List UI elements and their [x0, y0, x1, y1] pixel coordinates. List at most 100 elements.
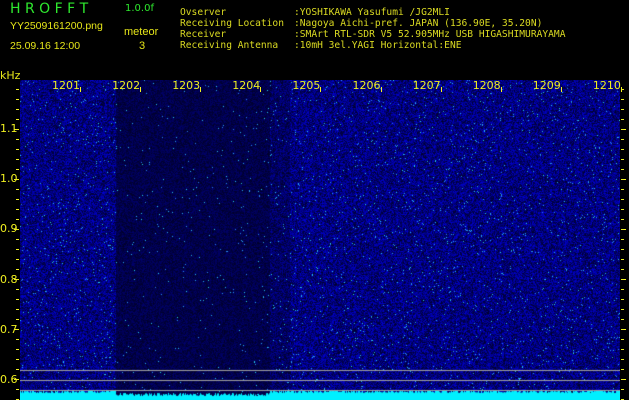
y-tick-label: 0.9: [0, 222, 18, 236]
y-tick: [621, 119, 624, 120]
y-tick: [16, 299, 19, 300]
y-tick: [16, 289, 19, 290]
x-tick-label: 1203: [172, 79, 201, 92]
x-tick-label: 1201: [52, 79, 80, 92]
version: 1.0.0f: [125, 3, 154, 14]
y-tick: [16, 319, 19, 320]
y-tick: [621, 269, 624, 270]
y-tick: [621, 129, 626, 130]
y-tick: [621, 159, 624, 160]
y-tick: [16, 89, 19, 90]
y-tick: [621, 359, 624, 360]
y-tick-label: 0.7: [0, 322, 18, 336]
y-tick: [621, 169, 624, 170]
x-tick-label: 1206: [352, 79, 381, 92]
x-tick: [560, 87, 562, 92]
info-value: :10mH 3el.YAGI Horizontal:ENE: [294, 40, 462, 51]
y-tick: [16, 149, 19, 150]
x-tick-label: 1205: [292, 79, 321, 92]
y-tick: [621, 299, 624, 300]
y-tick: [16, 389, 19, 390]
info-label: Receiving Location: [180, 18, 284, 29]
info-label: Receiver: [180, 29, 227, 40]
y-tick: [621, 349, 624, 350]
y-tick: [621, 149, 624, 150]
y-tick: [16, 309, 19, 310]
y-tick: [14, 279, 19, 280]
y-unit: kHz: [0, 69, 21, 82]
meteor-count: 3: [139, 40, 146, 52]
y-tick: [16, 219, 19, 220]
y-tick: [16, 109, 19, 110]
y-tick: [16, 239, 19, 240]
y-tick: [16, 369, 19, 370]
y-tick: [621, 259, 624, 260]
y-tick: [621, 219, 624, 220]
y-tick: [621, 209, 624, 210]
y-tick: [621, 369, 624, 370]
y-tick: [621, 319, 624, 320]
y-tick: [16, 189, 19, 190]
y-tick: [621, 179, 626, 180]
y-tick-label: 0.6: [0, 373, 18, 386]
y-tick: [16, 349, 19, 350]
y-tick: [16, 119, 19, 120]
info-label: Ovserver: [180, 7, 227, 18]
y-tick: [16, 169, 19, 170]
x-tick: [260, 87, 262, 92]
info-value: :YOSHIKAWA Yasufumi /JG2MLI: [294, 7, 450, 18]
x-tick: [80, 87, 81, 92]
y-tick: [16, 249, 19, 250]
x-tick-label: 1210: [592, 79, 621, 92]
meteor-label: meteor: [124, 26, 159, 38]
y-tick: [621, 89, 624, 90]
y-tick: [621, 329, 626, 330]
y-tick: [621, 189, 624, 190]
y-tick: [621, 139, 624, 140]
datetime: 25.09.16 12:00: [10, 40, 81, 52]
y-tick: [621, 249, 624, 250]
y-tick-label: 1.0: [0, 172, 18, 186]
filename: YY2509161200.png: [10, 20, 103, 32]
y-tick: [621, 239, 624, 240]
y-tick: [14, 129, 19, 130]
x-tick-label: 1207: [412, 79, 441, 92]
y-tick: [621, 229, 626, 230]
y-tick: [621, 309, 624, 310]
info-label: Receiving Antenna: [180, 40, 279, 51]
y-tick: [621, 279, 626, 280]
x-tick-label: 1202: [112, 79, 141, 92]
y-tick: [16, 209, 19, 210]
y-tick: [16, 99, 19, 100]
x-tick: [200, 87, 202, 92]
y-tick: [16, 269, 19, 270]
info-value: :Nagoya Aichi-pref. JAPAN (136.90E, 35.2…: [294, 18, 543, 29]
app-title: H R O F F T: [10, 1, 89, 17]
y-tick: [621, 339, 624, 340]
x-tick-label: 1209: [532, 79, 561, 92]
y-tick: [16, 259, 19, 260]
x-tick: [140, 87, 142, 92]
y-tick: [14, 229, 19, 230]
x-tick: [380, 87, 382, 92]
x-tick: [440, 87, 442, 92]
y-tick: [16, 359, 19, 360]
y-tick: [14, 179, 19, 180]
x-tick: [500, 87, 502, 92]
y-tick: [621, 199, 624, 200]
y-tick: [14, 379, 19, 380]
y-tick: [16, 139, 19, 140]
x-tick-label: 1208: [472, 79, 501, 92]
info-value: :SMArt RTL-SDR V5 52.905MHz USB HIGASHIM…: [294, 29, 566, 40]
x-tick-label: 1204: [232, 79, 261, 92]
y-tick: [621, 389, 624, 390]
y-tick: [14, 329, 19, 330]
y-tick: [621, 289, 624, 290]
spectrogram: [20, 80, 620, 400]
x-tick: [320, 87, 322, 92]
y-tick: [16, 199, 19, 200]
y-tick: [16, 339, 19, 340]
y-tick: [621, 109, 624, 110]
y-tick: [621, 379, 626, 380]
y-tick-label: 0.8: [0, 272, 18, 286]
